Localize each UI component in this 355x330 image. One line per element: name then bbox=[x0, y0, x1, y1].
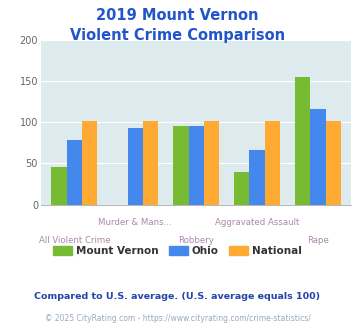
Bar bbox=[310, 109, 326, 205]
Legend: Mount Vernon, Ohio, National: Mount Vernon, Ohio, National bbox=[49, 242, 306, 260]
Text: Murder & Mans...: Murder & Mans... bbox=[98, 218, 172, 227]
Bar bbox=[189, 126, 204, 205]
Text: Violent Crime Comparison: Violent Crime Comparison bbox=[70, 28, 285, 43]
Bar bbox=[295, 77, 310, 205]
Text: Robbery: Robbery bbox=[178, 236, 214, 245]
Bar bbox=[82, 121, 97, 205]
Bar bbox=[127, 128, 143, 205]
Bar bbox=[67, 140, 82, 205]
Bar bbox=[234, 172, 250, 205]
Bar bbox=[51, 168, 67, 205]
Bar bbox=[250, 150, 265, 205]
Text: All Violent Crime: All Violent Crime bbox=[38, 236, 110, 245]
Bar bbox=[326, 121, 341, 205]
Text: © 2025 CityRating.com - https://www.cityrating.com/crime-statistics/: © 2025 CityRating.com - https://www.city… bbox=[45, 314, 310, 323]
Text: 2019 Mount Vernon: 2019 Mount Vernon bbox=[96, 8, 259, 23]
Text: Aggravated Assault: Aggravated Assault bbox=[215, 218, 299, 227]
Bar bbox=[143, 121, 158, 205]
Bar bbox=[204, 121, 219, 205]
Bar bbox=[173, 126, 189, 205]
Text: Compared to U.S. average. (U.S. average equals 100): Compared to U.S. average. (U.S. average … bbox=[34, 292, 321, 301]
Text: Rape: Rape bbox=[307, 236, 329, 245]
Bar bbox=[265, 121, 280, 205]
